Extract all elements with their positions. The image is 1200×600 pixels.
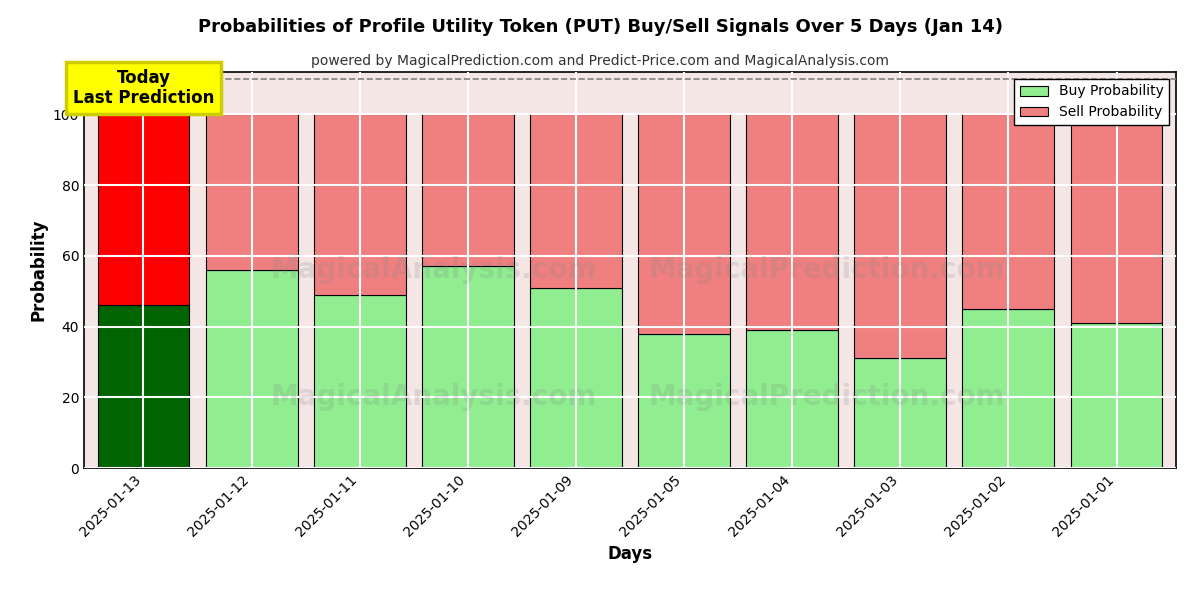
Bar — [97, 305, 190, 468]
Bar — [1070, 323, 1163, 468]
Bar — [746, 330, 838, 468]
Text: powered by MagicalPrediction.com and Predict-Price.com and MagicalAnalysis.com: powered by MagicalPrediction.com and Pre… — [311, 54, 889, 68]
Text: Probabilities of Profile Utility Token (PUT) Buy/Sell Signals Over 5 Days (Jan 1: Probabilities of Profile Utility Token (… — [198, 18, 1002, 36]
Bar — [638, 115, 730, 334]
Bar — [1070, 115, 1163, 323]
Bar — [97, 115, 190, 305]
Bar — [313, 295, 406, 468]
X-axis label: Days: Days — [607, 545, 653, 563]
Bar — [530, 287, 622, 468]
Bar — [422, 115, 514, 266]
Bar — [313, 115, 406, 295]
Bar — [638, 334, 730, 468]
Bar — [854, 115, 947, 358]
Text: MagicalPrediction.com: MagicalPrediction.com — [648, 256, 1004, 284]
Text: Today
Last Prediction: Today Last Prediction — [73, 68, 214, 107]
Text: MagicalPrediction.com: MagicalPrediction.com — [648, 383, 1004, 411]
Bar — [205, 115, 298, 270]
Y-axis label: Probability: Probability — [29, 219, 47, 321]
Text: MagicalAnalysis.com: MagicalAnalysis.com — [270, 256, 596, 284]
Bar — [962, 309, 1055, 468]
Bar — [962, 115, 1055, 309]
Bar — [205, 270, 298, 468]
Text: MagicalAnalysis.com: MagicalAnalysis.com — [270, 383, 596, 411]
Bar — [746, 115, 838, 330]
Bar — [854, 358, 947, 468]
Legend: Buy Probability, Sell Probability: Buy Probability, Sell Probability — [1014, 79, 1169, 125]
Bar — [422, 266, 514, 468]
Bar — [530, 115, 622, 287]
